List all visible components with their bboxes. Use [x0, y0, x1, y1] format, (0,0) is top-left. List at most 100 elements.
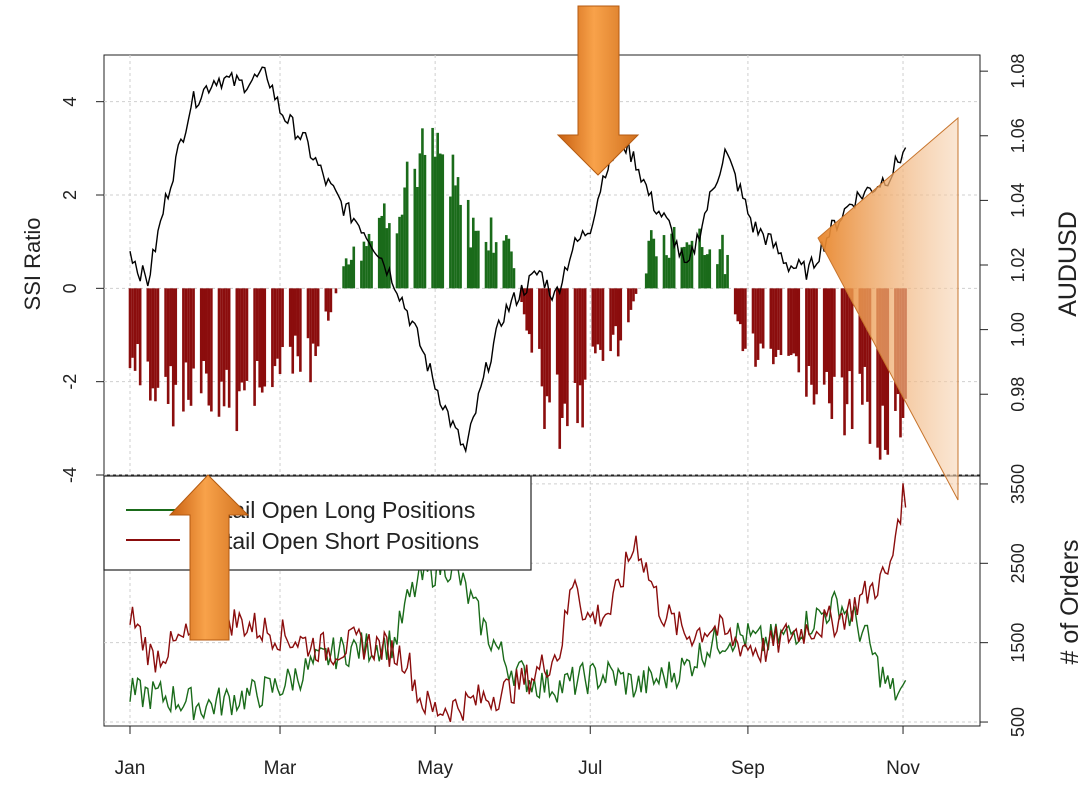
ssi-bar-short: [866, 288, 869, 402]
ssi-bar-short: [751, 288, 755, 334]
ssi-bar-short: [858, 288, 862, 374]
ssi-bar-long: [367, 233, 371, 289]
x-tick-label: Jul: [578, 758, 602, 779]
ssi-bar-short: [293, 288, 297, 336]
ssi-bar-long: [718, 249, 722, 289]
ssi-bar-short: [166, 288, 170, 404]
ssi-bar-short: [591, 288, 595, 347]
ssi-bar-short: [772, 288, 775, 365]
ssi-bar-long: [466, 199, 470, 289]
ssi-tick-label: 2: [60, 190, 80, 200]
ssi-bar-short: [548, 288, 551, 403]
ssi-bar-short: [169, 288, 172, 367]
ssi-bar-short: [273, 288, 277, 367]
ssi-bar-short: [243, 288, 246, 391]
ssi-bar-short: [848, 288, 851, 372]
ssi-bar-long: [512, 268, 516, 289]
legend-short-label: tail Open Short Positions: [226, 528, 479, 554]
ssi-bar-long: [680, 247, 684, 289]
ssi-bar-short: [238, 288, 241, 392]
ssi-bar-short: [189, 288, 193, 406]
ssi-bar-long: [436, 132, 439, 289]
ssi-bar-short: [609, 288, 612, 352]
ssi-bar-short: [573, 288, 577, 383]
ssi-bar-short: [311, 288, 315, 344]
ssi-bar-short: [558, 288, 562, 449]
ssi-tick-label: 0: [60, 283, 80, 293]
ssi-bar-long: [471, 217, 475, 289]
ssi-bar-short: [538, 288, 541, 349]
ssi-bar-short: [596, 288, 600, 345]
ssi-bar-short: [136, 288, 139, 345]
ssi-bar-short: [619, 288, 623, 341]
ssi-bar-short: [245, 288, 249, 381]
orders-tick-label: 500: [1008, 707, 1028, 737]
ssi-bar-short: [627, 288, 630, 323]
ssi-bar-short: [830, 288, 834, 419]
ssi-bar-short: [886, 288, 890, 455]
ssi-axis-label: SSI Ratio: [20, 218, 45, 311]
ssi-bar-short: [789, 288, 793, 356]
ssi-bar-short: [276, 288, 279, 359]
ssi-bar-short: [192, 288, 195, 369]
ssi-bar-short: [309, 288, 312, 383]
ssi-bar-short: [291, 288, 295, 374]
ssi-bar-short: [792, 288, 795, 354]
ssi-bar-short: [825, 288, 829, 372]
ssi-bar-short: [329, 288, 333, 313]
ssi-bar-long: [652, 238, 656, 289]
ssi-bar-short: [217, 288, 221, 417]
ssi-bar-short: [634, 288, 638, 294]
ssi-bar-long: [716, 264, 719, 289]
ssi-bar-long: [672, 226, 676, 289]
ssi-bar-short: [128, 288, 132, 369]
ssi-bar-long: [398, 216, 401, 289]
ssi-bar-short: [883, 288, 887, 450]
ssi-bar-short: [863, 288, 867, 367]
ssi-bar-long: [492, 252, 495, 289]
ssi-bar-long: [362, 241, 366, 289]
ssi-bar-short: [174, 288, 178, 385]
left-axis-ticks: 4 2 0 -2 -4: [60, 97, 104, 483]
ssi-bar-short: [187, 288, 190, 400]
ssi-bar-long: [342, 266, 345, 289]
ssi-bar-short: [756, 288, 760, 360]
ssi-bar-short: [299, 288, 302, 372]
ssi-bar-short: [805, 288, 808, 397]
ssi-bar-long: [670, 233, 673, 289]
ssi-bar-short: [334, 288, 338, 294]
ssi-tick-label: -2: [60, 374, 80, 390]
ssi-bar-long: [344, 258, 348, 289]
ssi-bar-long: [360, 260, 363, 289]
x-tick-label: Jan: [115, 758, 146, 779]
ssi-bar-short: [599, 288, 602, 350]
ssi-bar-long: [456, 177, 460, 289]
ssi-bar-short: [235, 288, 239, 432]
ssi-bar-short: [164, 288, 167, 377]
ssi-bar-short: [744, 288, 747, 349]
ssi-bar-short: [133, 288, 137, 371]
right-axis-ticks: 1.08 1.06 1.04 1.02 1.00 0.98: [980, 54, 1028, 412]
ssi-bar-short: [520, 288, 523, 303]
ssi-bars: [128, 127, 907, 460]
orders-axis-ticks: 3500 2500 1500 500: [980, 464, 1028, 737]
ssi-bar-short: [794, 288, 798, 357]
ssi-bar-long: [683, 246, 686, 289]
ssi-bar-short: [540, 288, 544, 387]
ssi-bar-short: [810, 288, 813, 385]
down-arrow-icon: [556, 5, 640, 176]
ssi-bar-long: [352, 246, 356, 289]
ssi-bar-long: [502, 240, 506, 289]
ssi-bar-long: [489, 217, 493, 289]
ssi-bar-short: [736, 288, 740, 322]
x-tick-label: Mar: [264, 758, 297, 779]
ssi-bar-long: [649, 230, 653, 289]
ssi-bar-short: [733, 288, 737, 315]
ssi-bar-short: [327, 288, 330, 321]
ssi-bar-long: [438, 153, 442, 289]
ssi-bar-short: [807, 288, 811, 366]
audusd-axis-label: AUDUSD: [1054, 211, 1082, 317]
ssi-bar-long: [469, 247, 473, 289]
ssi-bar-long: [347, 264, 350, 289]
